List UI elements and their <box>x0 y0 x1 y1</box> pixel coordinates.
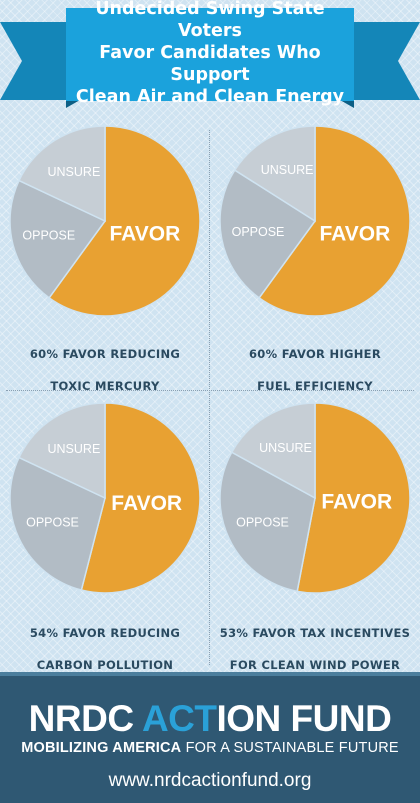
footer: NRDC ACTION FUND MOBILIZING AMERICA FOR … <box>0 672 420 803</box>
pie-slice-favor <box>258 125 411 317</box>
pie-label-unsure: UNSURE <box>259 441 312 455</box>
pie-slice-favor <box>296 402 411 594</box>
pie-slice-oppose <box>219 451 316 593</box>
banner-ribbon <box>0 8 420 108</box>
caption-line: 54% FAVOR REDUCING <box>29 626 181 640</box>
pie-chart: FAVOR OPPOSE UNSURE <box>219 125 411 317</box>
chart-panel-fuel-efficiency: FAVOR OPPOSE UNSURE 60% FAVOR HIGHER FUEL … <box>210 116 420 425</box>
pie-label-unsure: UNSURE <box>48 442 101 456</box>
chart-caption: 53% FAVOR TAX INCENTIVES FOR CLEAN WIND … <box>210 609 420 689</box>
pie-slice-favor <box>80 402 201 594</box>
pie-label-favor: FAVOR <box>110 223 181 246</box>
pie-chart: FAVOR OPPOSE UNSURE <box>219 402 411 594</box>
pie-label-unsure: UNSURE <box>261 163 314 177</box>
pie-slice-unsure <box>18 125 106 223</box>
pie-slice-oppose <box>219 169 317 299</box>
pie-label-oppose: OPPOSE <box>22 228 75 242</box>
pie-slice-oppose <box>9 456 106 591</box>
pie-label-oppose: OPPOSE <box>236 516 289 530</box>
vertical-divider <box>209 130 210 665</box>
chart-panel-mercury: FAVOR OPPOSE UNSURE 60% FAVOR REDUCING TOX… <box>0 116 210 425</box>
title-line: Favor Candidates Who Support <box>99 43 321 85</box>
pie-label-unsure: UNSURE <box>48 165 101 179</box>
caption-line: FUEL EFFICIENCY <box>257 379 373 393</box>
caption-line: 53% FAVOR TAX INCENTIVES <box>219 626 411 640</box>
caption-line: TOXIC MERCURY <box>50 379 160 393</box>
caption-line: 60% FAVOR REDUCING <box>29 347 181 361</box>
pie-slice-unsure <box>233 125 316 223</box>
title-line: Clean Air and Clean Energy <box>75 87 345 107</box>
logo-accent-text: ACT <box>141 698 217 739</box>
tagline-bold: MOBILIZING AMERICA <box>21 740 182 756</box>
tagline: MOBILIZING AMERICA FOR A SUSTAINABLE FUT… <box>0 740 420 756</box>
logo-text: NRDC <box>28 698 142 739</box>
pie-chart: FAVOR OPPOSE UNSURE <box>9 402 201 594</box>
chart-panel-carbon: FAVOR OPPOSE UNSURE 54% FAVOR REDUCING CAR… <box>0 393 210 672</box>
caption-line: FOR CLEAN WIND POWER <box>229 658 401 672</box>
website-link[interactable]: www.nrdcactionfund.org <box>108 770 312 791</box>
pie-slice-unsure <box>230 402 316 500</box>
pie-label-favor: FAVOR <box>320 223 391 246</box>
pie-chart: FAVOR OPPOSE UNSURE <box>9 125 201 317</box>
pie-slice-unsure <box>18 402 106 500</box>
pie-label-oppose: OPPOSE <box>26 516 79 530</box>
horizontal-divider <box>6 390 414 391</box>
tagline-rest: FOR A SUSTAINABLE FUTURE <box>181 740 399 756</box>
logo-text: ION FUND <box>216 698 392 739</box>
caption-line: 60% FAVOR HIGHER <box>249 347 381 361</box>
nrdc-logo: NRDC ACTION FUND <box>0 698 420 740</box>
pie-label-oppose: OPPOSE <box>232 225 285 239</box>
title-line: Undecided Swing State Voters <box>95 0 325 41</box>
chart-caption: 54% FAVOR REDUCING CARBON POLLUTION <box>0 609 210 689</box>
pie-slice-favor <box>48 125 201 317</box>
pie-label-favor: FAVOR <box>111 492 182 515</box>
chart-panel-wind: FAVOR OPPOSE UNSURE 53% FAVOR TAX INCENTIV… <box>210 393 420 672</box>
title-banner: Undecided Swing State Voters Favor Candi… <box>0 0 420 112</box>
pie-label-favor: FAVOR <box>321 491 392 514</box>
caption-line: CARBON POLLUTION <box>36 658 174 672</box>
page-title: Undecided Swing State Voters Favor Candi… <box>66 0 354 107</box>
